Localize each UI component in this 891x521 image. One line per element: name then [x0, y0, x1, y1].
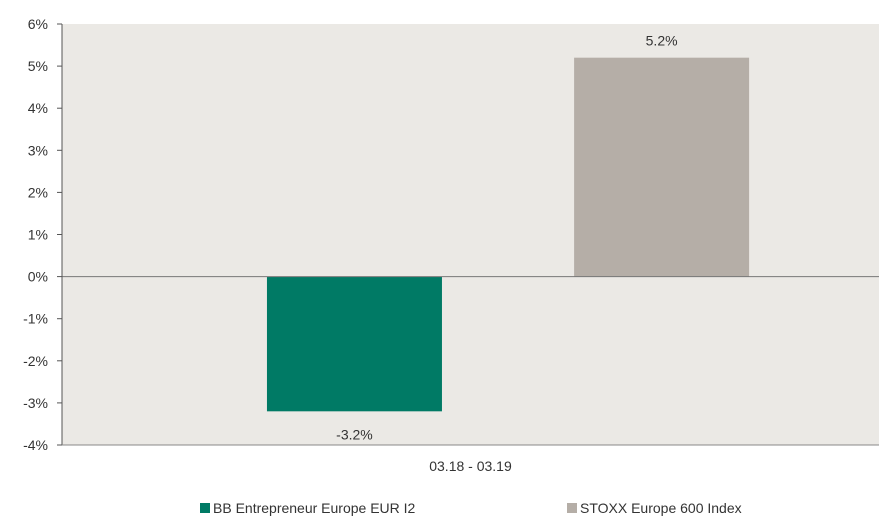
- y-tick-label: 5%: [28, 58, 48, 74]
- y-tick-label: -4%: [23, 437, 48, 453]
- y-tick-label: 0%: [28, 269, 48, 285]
- y-tick-label: -3%: [23, 395, 48, 411]
- legend-item: STOXX Europe 600 Index: [567, 500, 742, 516]
- legend-item: BB Entrepreneur Europe EUR I2: [200, 500, 416, 516]
- x-tick-label: 03.18 - 03.19: [429, 458, 512, 474]
- y-tick-label: 3%: [28, 142, 48, 158]
- y-tick-label: 2%: [28, 184, 48, 200]
- y-tick-label: -1%: [23, 311, 48, 327]
- bar: [266, 276, 442, 412]
- bars: -3.2% 5.2%: [266, 33, 750, 442]
- legend: BB Entrepreneur Europe EUR I2 STOXX Europ…: [200, 500, 742, 516]
- y-axis: 6% 5% 4% 3% 2% 1% 0% -1% -2% -3% -4%: [23, 16, 62, 453]
- plot-area: [62, 24, 879, 445]
- bar-value-label: 5.2%: [646, 33, 678, 49]
- bar-value-label: -3.2%: [336, 426, 373, 442]
- x-axis: 03.18 - 03.19: [429, 458, 512, 474]
- legend-label: BB Entrepreneur Europe EUR I2: [213, 500, 416, 516]
- legend-swatch: [567, 503, 577, 513]
- y-tick-label: 4%: [28, 100, 48, 116]
- y-tick-label: 1%: [28, 227, 48, 243]
- y-tick-label: 6%: [28, 16, 48, 32]
- legend-swatch: [200, 503, 210, 513]
- legend-label: STOXX Europe 600 Index: [580, 500, 742, 516]
- y-tick-label: -2%: [23, 353, 48, 369]
- bar: [574, 57, 750, 277]
